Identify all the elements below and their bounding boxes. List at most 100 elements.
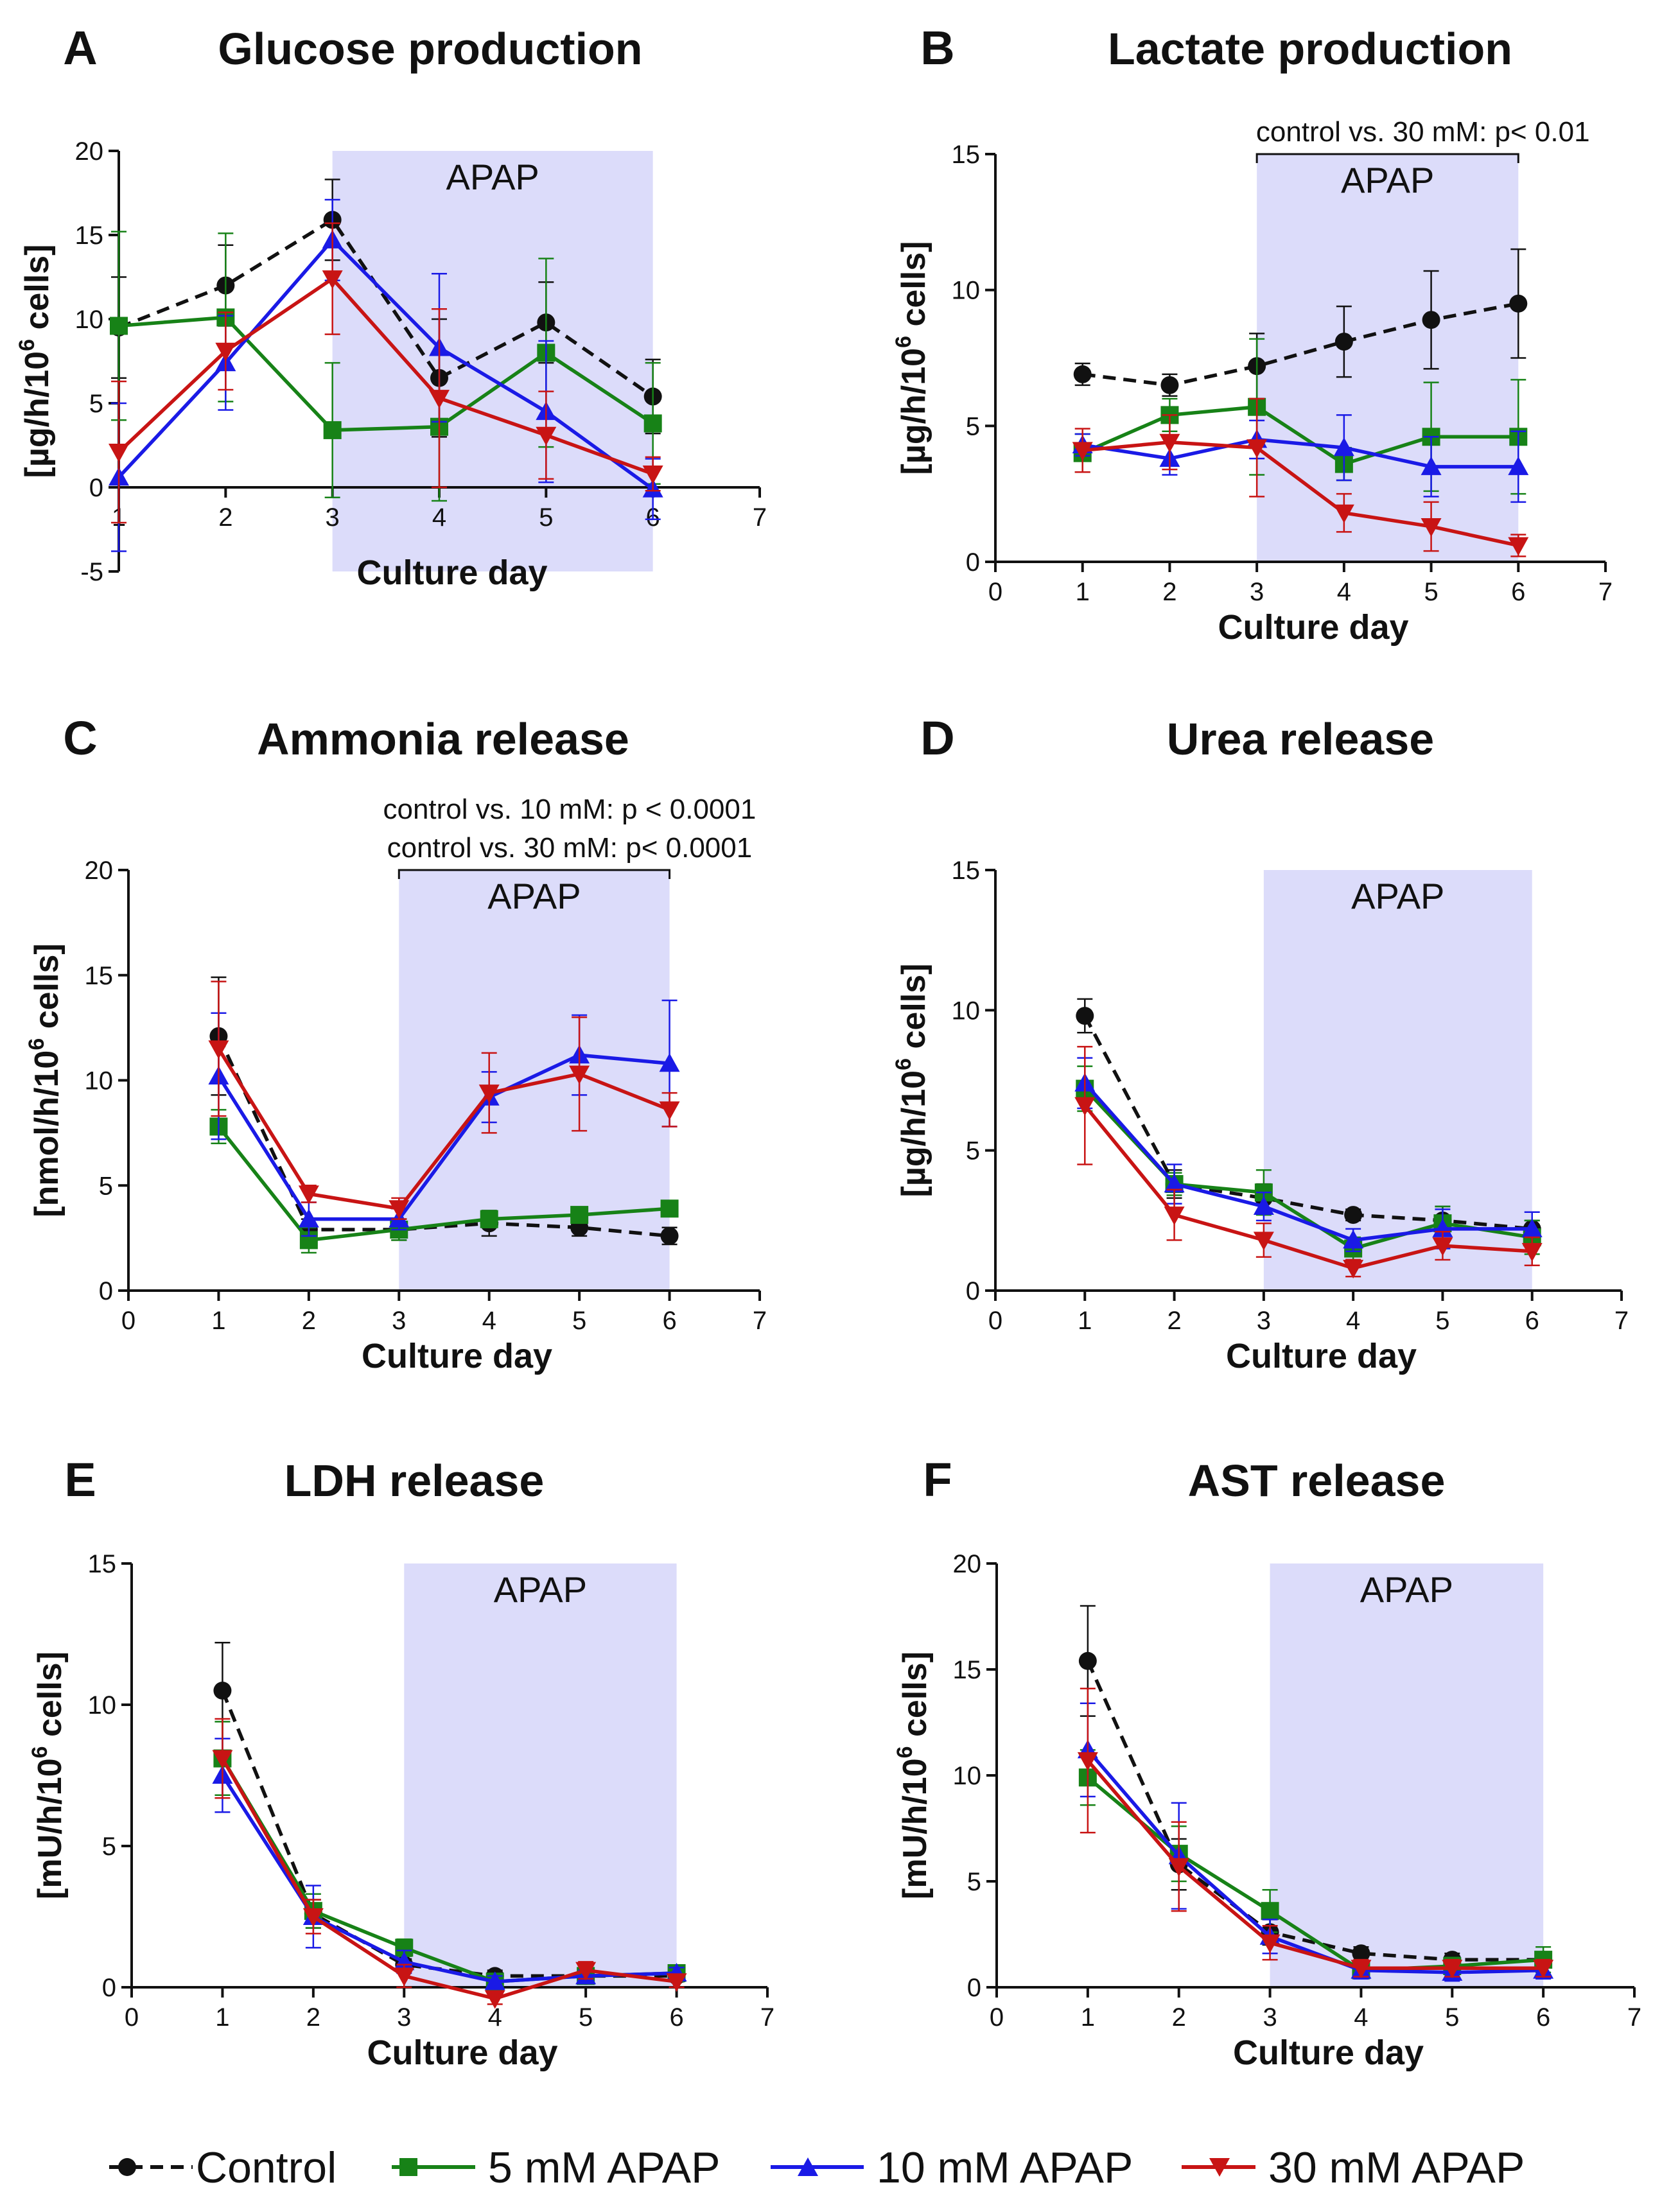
series-line — [216, 1035, 670, 1238]
legend: Control 5 mM APAP 10 mM APAP 30 mM APAP — [109, 2143, 1525, 2192]
y-axis-label: [µg/h/106 cells] — [891, 241, 932, 475]
data-point — [109, 443, 129, 462]
panel-title: LDH release — [284, 1456, 545, 1506]
data-point — [1432, 1218, 1453, 1237]
series-line — [1082, 437, 1519, 469]
data-point — [298, 1185, 319, 1205]
x-axis-label: Culture day — [356, 553, 547, 592]
data-point — [1509, 294, 1528, 313]
data-point — [484, 1971, 505, 1990]
data-point — [1351, 1960, 1372, 1979]
y-tick-label: 5 — [966, 1137, 980, 1165]
y-tick-label: 15 — [952, 857, 981, 885]
y-tick-label: 0 — [966, 548, 980, 577]
x-tick-label: 6 — [669, 2003, 683, 2032]
y-tick-label: 20 — [85, 857, 114, 885]
significance-bracket — [398, 869, 671, 879]
y-tick-label: 0 — [89, 474, 103, 502]
data-point — [643, 414, 662, 433]
data-point — [1074, 1097, 1096, 1116]
data-point — [1076, 1007, 1094, 1025]
panel-letter: E — [64, 1453, 96, 1506]
data-point — [298, 1208, 319, 1228]
x-tick-label: 2 — [1172, 2003, 1186, 2032]
x-tick-label: 2 — [306, 2003, 320, 2032]
legend-item-10mm: 10 mM APAP — [771, 2143, 1133, 2192]
data-point — [569, 1065, 590, 1084]
series-line — [217, 1053, 670, 1221]
data-point — [302, 1908, 324, 1927]
data-point — [570, 1206, 589, 1224]
apap-shade — [1257, 154, 1519, 562]
y-tick-label: 20 — [75, 137, 104, 166]
data-point — [642, 466, 663, 485]
apap-label: APAP — [446, 157, 539, 197]
x-tick-label: 5 — [1445, 2003, 1459, 2032]
x-tick-label: 0 — [121, 1307, 136, 1335]
x-tick-label: 4 — [1337, 578, 1351, 606]
data-point — [575, 1962, 597, 1981]
y-tick-label: 20 — [953, 1550, 982, 1578]
series-line — [1082, 440, 1519, 548]
x-tick-label: 4 — [482, 1307, 496, 1335]
x-tick-label: 4 — [1346, 1307, 1360, 1335]
apap-label: APAP — [1351, 876, 1444, 916]
data-point — [1164, 1206, 1185, 1226]
significance-annotation: control vs. 10 mM: p < 0.0001 — [383, 794, 756, 825]
y-tick-label: 15 — [85, 962, 114, 990]
y-axis-label: [mU/h/106 cells] — [28, 1651, 69, 1899]
series-line — [1086, 1660, 1544, 1962]
y-tick-label: 0 — [99, 1277, 113, 1305]
apap-shade — [404, 1563, 677, 1987]
y-tick-label: 0 — [967, 1974, 981, 2002]
data-point — [429, 390, 450, 409]
y-tick-label: 10 — [952, 277, 981, 305]
legend-30mm-label: 30 mM APAP — [1268, 2143, 1525, 2192]
series-mM5 — [209, 1109, 679, 1254]
apap-shade — [1270, 1563, 1544, 1987]
y-axis-label: [µg/h/106 cells] — [891, 964, 932, 1197]
data-point — [1421, 456, 1442, 475]
x-tick-label: 5 — [579, 2003, 593, 2032]
data-point — [1072, 442, 1093, 461]
data-point — [322, 270, 343, 290]
series-mM30 — [1077, 1687, 1554, 1979]
series-line — [1087, 1776, 1544, 1973]
x-axis-label: Culture day — [1226, 1337, 1417, 1375]
y-tick-label: 5 — [966, 412, 980, 440]
series-line — [1086, 1748, 1544, 1974]
series-line — [1083, 1104, 1532, 1270]
legend-item-5mm: 5 mM APAP — [392, 2143, 721, 2192]
panel-letter: A — [63, 21, 97, 74]
x-tick-label: 6 — [1525, 1307, 1539, 1335]
legend-5mm-label: 5 mM APAP — [488, 2143, 721, 2192]
series-line — [1083, 1015, 1532, 1231]
y-tick-label: 10 — [952, 997, 981, 1025]
series-line — [1083, 1082, 1532, 1242]
x-tick-label: 4 — [488, 2003, 502, 2032]
panel-letter: D — [920, 711, 954, 765]
y-tick-label: 15 — [952, 141, 981, 169]
data-point — [212, 1750, 233, 1769]
significance-bracket — [1255, 153, 1519, 163]
x-tick-label: 5 — [539, 503, 553, 532]
x-tick-label: 3 — [1250, 578, 1264, 606]
x-tick-label: 2 — [1162, 578, 1176, 606]
x-tick-label: 7 — [753, 503, 767, 532]
data-point — [1421, 518, 1442, 537]
x-tick-label: 7 — [1614, 1307, 1629, 1335]
series-line — [118, 315, 654, 432]
data-point — [1508, 456, 1529, 475]
x-tick-label: 0 — [988, 578, 1002, 606]
y-tick-label: -5 — [80, 558, 103, 586]
data-point — [1261, 1902, 1279, 1920]
data-point — [660, 1226, 679, 1245]
legend-control-marker — [118, 2158, 136, 2176]
series-mM30 — [212, 1718, 687, 2009]
x-axis-label: Culture day — [362, 1337, 552, 1375]
x-tick-label: 2 — [302, 1307, 316, 1335]
y-tick-label: 0 — [966, 1277, 980, 1305]
data-point — [394, 1967, 415, 1987]
